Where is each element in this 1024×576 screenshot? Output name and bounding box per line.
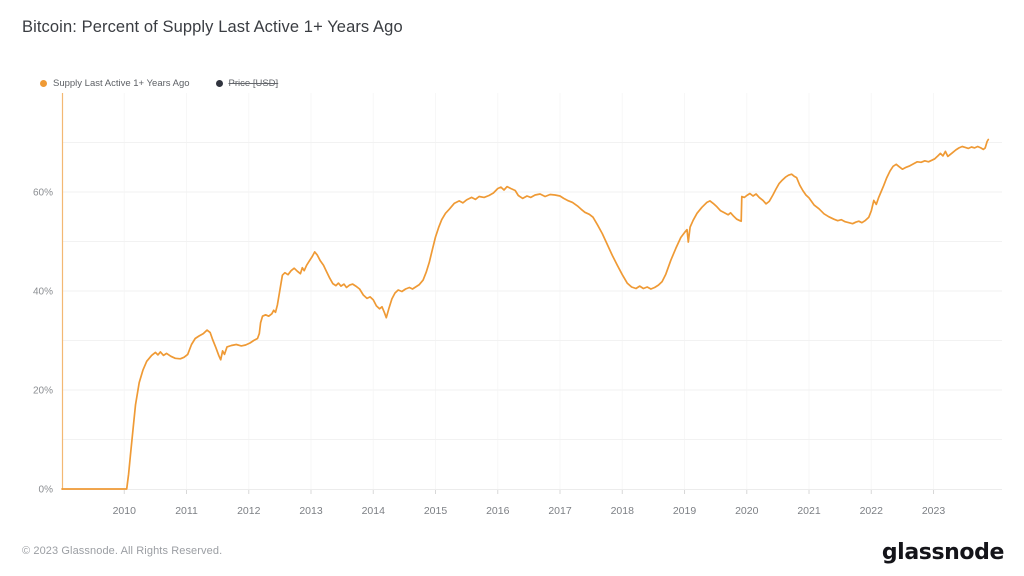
y-axis-label: 60% [33, 188, 53, 199]
legend-item-supply-active[interactable]: Supply Last Active 1+ Years Ago [40, 78, 190, 89]
y-axis-label: 40% [33, 287, 53, 298]
legend-item-label: Price [USD] [228, 78, 279, 89]
chart-legend: Supply Last Active 1+ Years Ago Price [U… [40, 78, 278, 89]
x-axis-label: 2018 [611, 505, 635, 517]
series-supply-last-active-line[interactable] [61, 138, 990, 490]
x-axis-label: 2019 [673, 505, 697, 517]
x-axis-label: 2012 [237, 505, 261, 517]
x-axis-label: 2015 [424, 505, 448, 517]
legend-item-label: Supply Last Active 1+ Years Ago [53, 78, 190, 89]
legend-dot-icon [215, 80, 223, 87]
glassnode-logo: glassnode [881, 540, 1005, 565]
x-axis-label: 2022 [860, 505, 884, 517]
x-axis-label: 2013 [299, 505, 323, 517]
y-axis-label: 20% [33, 386, 53, 397]
x-axis-label: 2010 [113, 505, 137, 517]
page-title: Bitcoin: Percent of Supply Last Active 1… [22, 18, 403, 36]
x-axis-label: 2016 [486, 505, 510, 517]
x-axis-label: 2011 [175, 505, 198, 517]
x-axis-label: 2020 [735, 505, 759, 517]
copyright-text: © 2023 Glassnode. All Rights Reserved. [22, 545, 223, 557]
y-axis-label: 0% [39, 485, 54, 496]
x-axis-label: 2014 [362, 505, 386, 517]
x-axis-label: 2023 [922, 505, 946, 517]
x-axis-label: 2017 [548, 505, 572, 517]
legend-dot-icon [40, 80, 47, 87]
x-axis-label: 2021 [797, 505, 821, 517]
legend-item-price-usd[interactable]: Price [USD] [215, 78, 279, 89]
